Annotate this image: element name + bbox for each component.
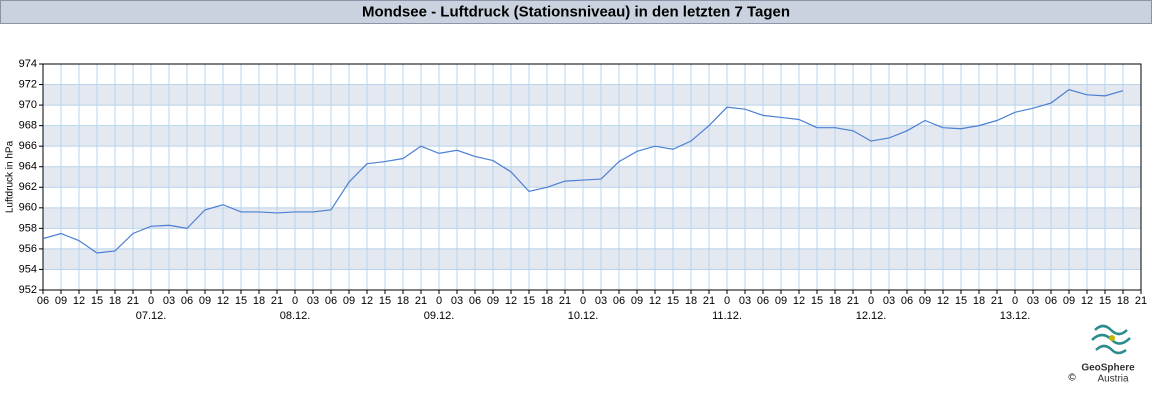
x-tick-label: 15 (1099, 295, 1111, 307)
x-tick-label: 0 (1012, 295, 1018, 307)
x-tick-label: 0 (724, 295, 730, 307)
date-label: 09.12. (424, 310, 455, 322)
x-tick-label: 15 (91, 295, 103, 307)
date-label: 10.12. (568, 310, 599, 322)
y-tick-label: 970 (19, 99, 37, 111)
x-tick-label: 03 (163, 295, 175, 307)
x-tick-label: 12 (649, 295, 661, 307)
x-tick-label: 0 (292, 295, 298, 307)
x-tick-label: 03 (451, 295, 463, 307)
y-tick-label: 954 (19, 263, 37, 275)
y-tick-label: 966 (19, 140, 37, 152)
x-tick-label: 21 (847, 295, 859, 307)
x-tick-label: 0 (580, 295, 586, 307)
x-tick-label: 09 (631, 295, 643, 307)
data-line (42, 89, 1124, 254)
x-tick-label: 03 (883, 295, 895, 307)
x-tick-label: 06 (37, 295, 49, 307)
x-tick-label: 06 (757, 295, 769, 307)
y-tick-label: 960 (19, 202, 37, 214)
x-tick-label: 0 (436, 295, 442, 307)
x-tick-label: 06 (325, 295, 337, 307)
logo: GeoSphere Austria © (1068, 324, 1135, 385)
x-tick-label: 06 (469, 295, 481, 307)
chart-title: Mondsee - Luftdruck (Stationsniveau) in … (362, 3, 790, 20)
x-tick-label: 06 (1045, 295, 1057, 307)
x-tick-label: 21 (991, 295, 1003, 307)
x-tick-label: 15 (235, 295, 247, 307)
y-axis-label: Luftdruck in hPa (5, 140, 16, 213)
x-tick-label: 12 (73, 295, 85, 307)
x-tick-label: 18 (253, 295, 265, 307)
y-tick-label: 964 (19, 161, 37, 173)
y-tick-label: 972 (19, 78, 37, 90)
x-tick-label: 21 (559, 295, 571, 307)
x-tick-label: 03 (739, 295, 751, 307)
x-tick-label: 06 (181, 295, 193, 307)
x-tick-label: 0 (868, 295, 874, 307)
x-tick-label: 09 (55, 295, 67, 307)
x-tick-label: 15 (811, 295, 823, 307)
x-tick-label: 15 (667, 295, 679, 307)
date-label: 13.12. (1000, 310, 1031, 322)
x-tick-label: 21 (415, 295, 427, 307)
grid-band (43, 207, 1141, 229)
logo-name: GeoSphere (1081, 363, 1135, 374)
y-tick-label: 968 (19, 120, 37, 132)
logo-sub: Austria (1097, 374, 1129, 385)
x-tick-label: 21 (1135, 295, 1147, 307)
x-tick-label: 03 (307, 295, 319, 307)
x-tick-label: 03 (595, 295, 607, 307)
grid-band (43, 125, 1141, 147)
x-tick-label: 0 (148, 295, 154, 307)
x-tick-label: 12 (505, 295, 517, 307)
x-tick-label: 09 (343, 295, 355, 307)
x-tick-label: 18 (829, 295, 841, 307)
logo-dot (1109, 335, 1115, 341)
x-tick-label: 03 (1027, 295, 1039, 307)
date-label: 12.12. (856, 310, 887, 322)
date-label: 11.12. (712, 310, 742, 322)
x-tick-label: 09 (775, 295, 787, 307)
y-tick-label: 974 (19, 58, 37, 70)
copyright: © (1068, 373, 1076, 384)
x-tick-label: 18 (109, 295, 121, 307)
x-tick-label: 18 (685, 295, 697, 307)
x-tick-label: 18 (973, 295, 985, 307)
x-tick-label: 21 (271, 295, 283, 307)
y-tick-label: 956 (19, 243, 37, 255)
date-label: 07.12. (136, 310, 167, 322)
x-tick-label: 12 (361, 295, 373, 307)
x-tick-label: 15 (379, 295, 391, 307)
x-tick-label: 09 (199, 295, 211, 307)
x-tick-label: 15 (955, 295, 967, 307)
date-label: 08.12. (280, 310, 311, 322)
x-tick-label: 15 (523, 295, 535, 307)
plot-border (42, 63, 1142, 291)
y-tick-label: 962 (19, 181, 37, 193)
x-tick-label: 18 (1117, 295, 1129, 307)
x-tick-label: 12 (937, 295, 949, 307)
grid-band (43, 166, 1141, 188)
x-tick-label: 18 (397, 295, 409, 307)
grid-band (43, 248, 1141, 270)
x-tick-label: 06 (613, 295, 625, 307)
x-tick-label: 12 (793, 295, 805, 307)
y-tick-label: 952 (19, 284, 37, 296)
x-tick-label: 12 (217, 295, 229, 307)
x-tick-label: 09 (487, 295, 499, 307)
x-tick-label: 12 (1081, 295, 1093, 307)
y-tick-label: 958 (19, 222, 37, 234)
x-tick-label: 18 (541, 295, 553, 307)
x-tick-label: 09 (1063, 295, 1075, 307)
grid-band (43, 84, 1141, 106)
x-tick-label: 09 (919, 295, 931, 307)
x-tick-label: 21 (127, 295, 139, 307)
x-tick-label: 06 (901, 295, 913, 307)
x-tick-label: 21 (703, 295, 715, 307)
